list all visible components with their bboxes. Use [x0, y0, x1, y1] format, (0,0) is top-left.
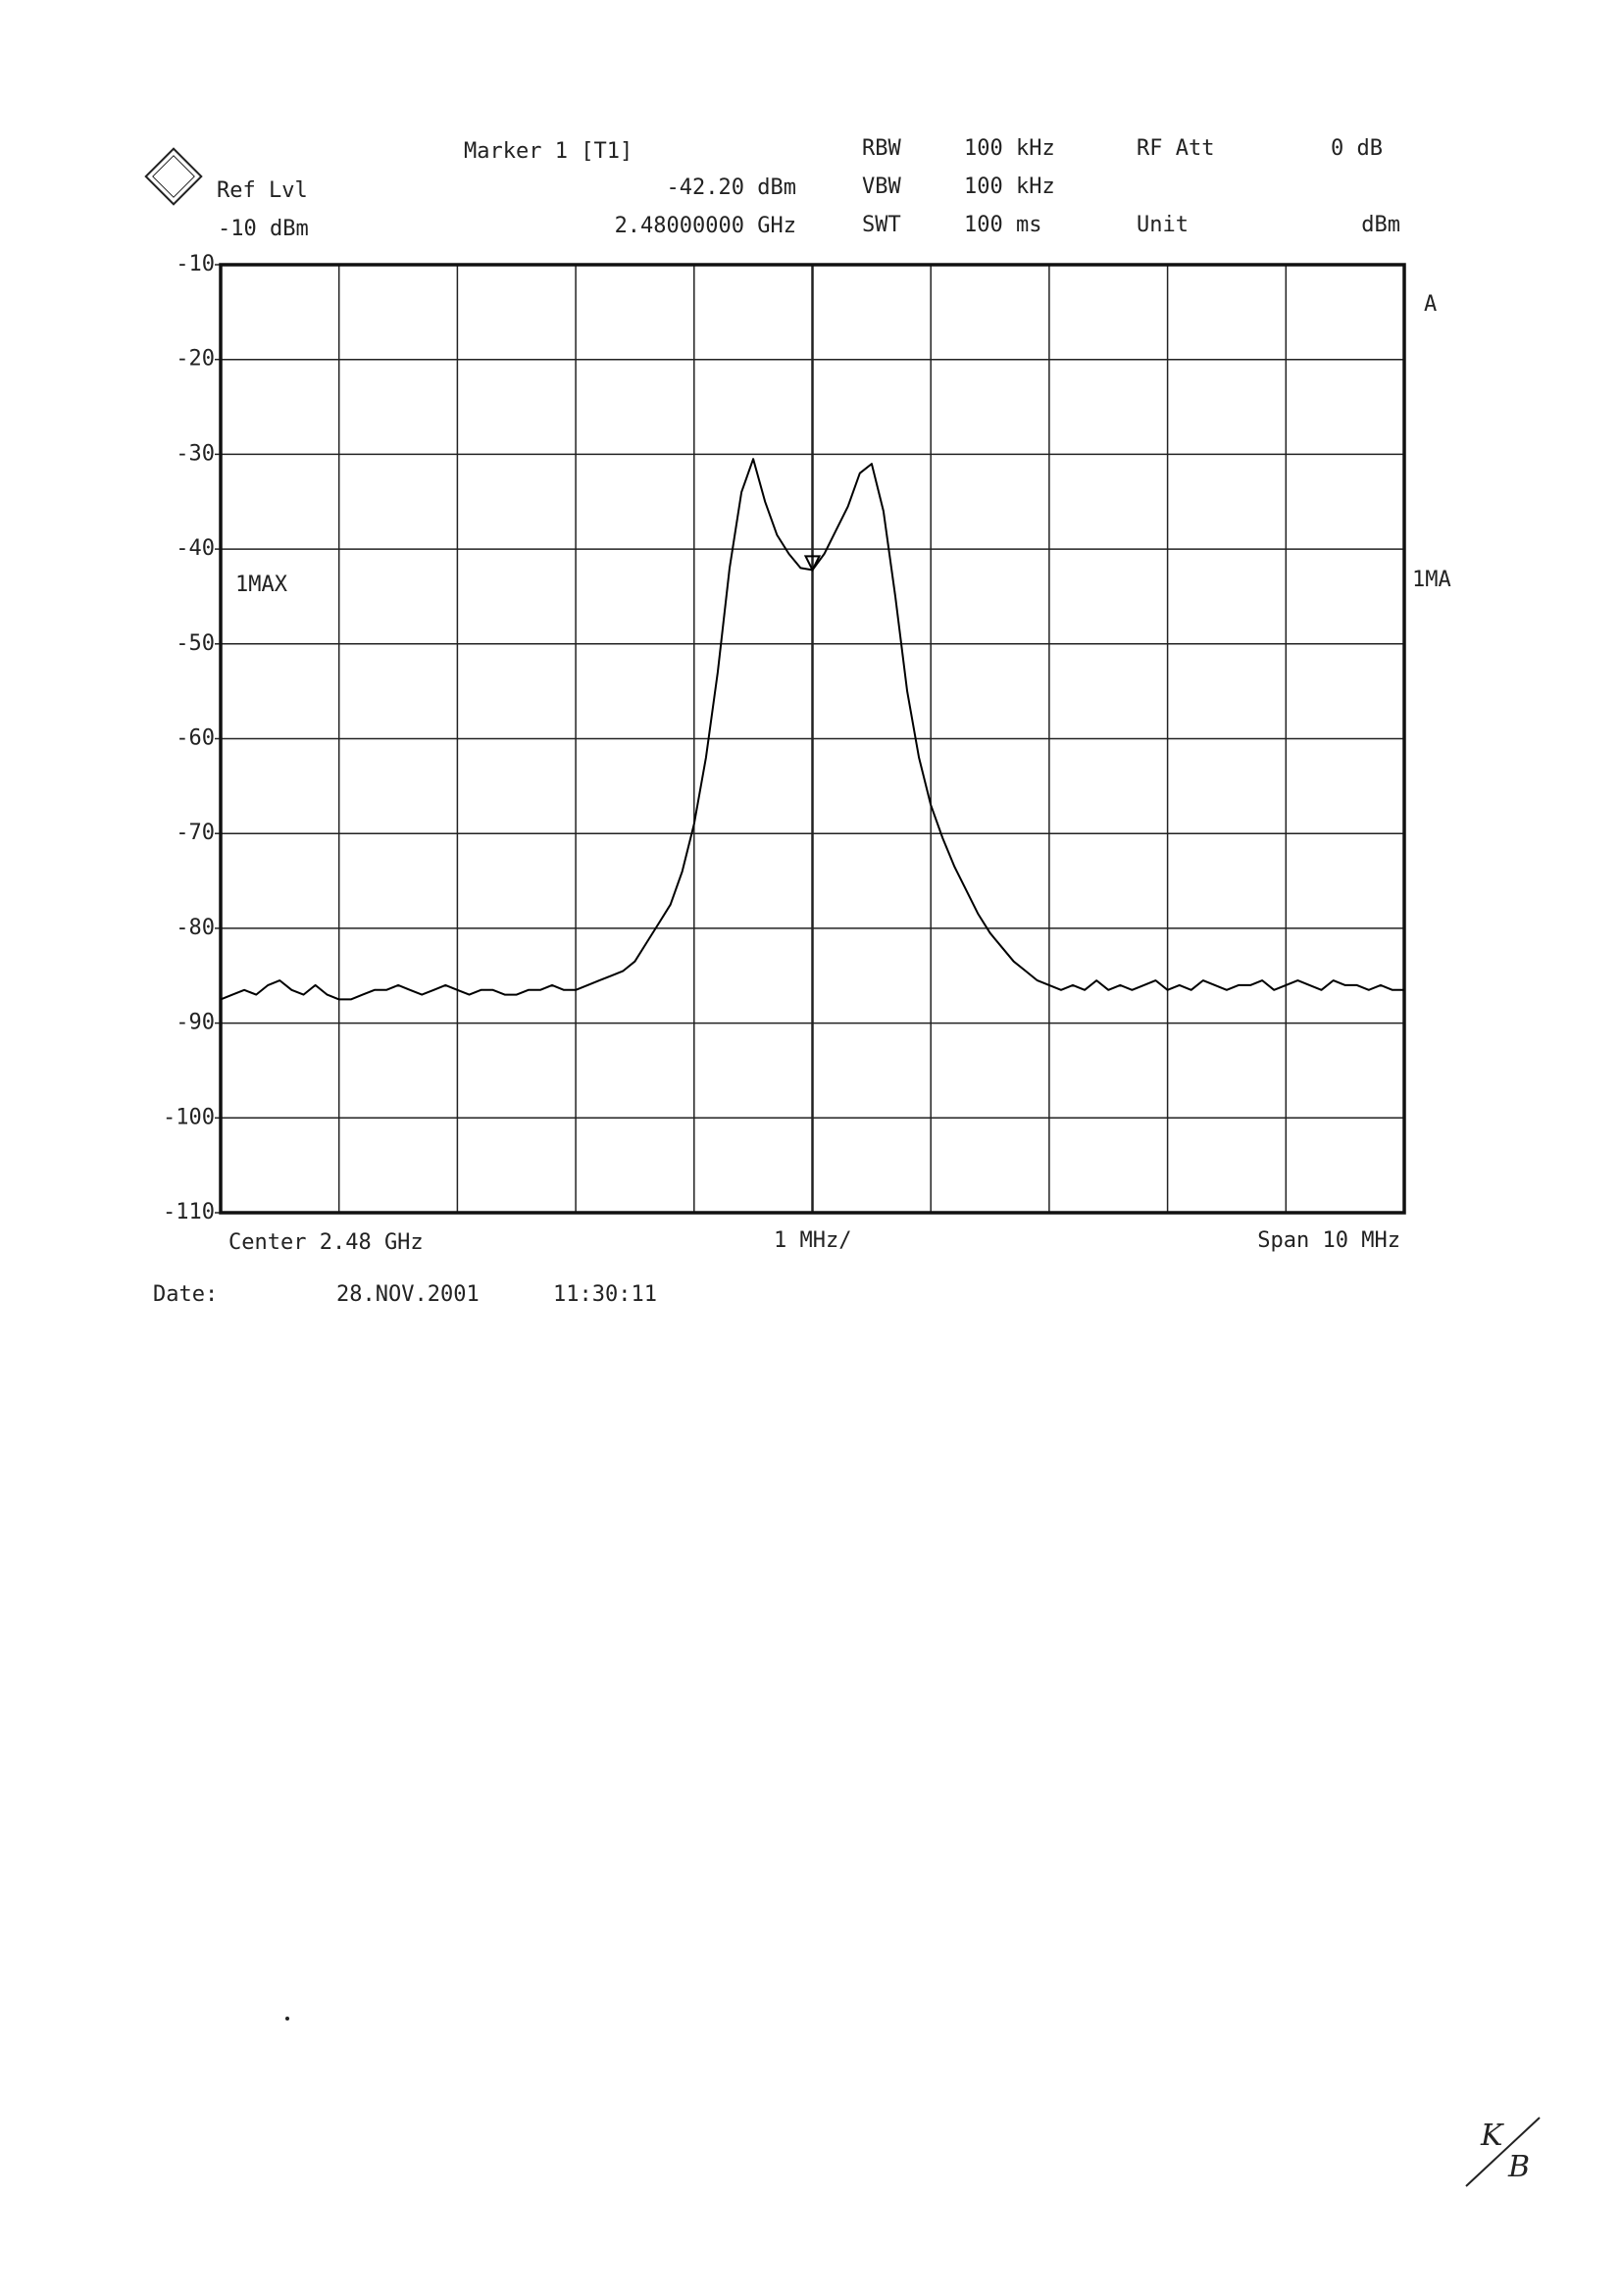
trace-mode: A: [1424, 292, 1437, 317]
setting-value: 100 ms: [964, 213, 1041, 237]
setting-value: 100 kHz: [964, 175, 1055, 199]
y-tick-label: -50: [176, 631, 215, 656]
span-label: Span 10 MHz: [1257, 1228, 1400, 1253]
unit-value: dBm: [1361, 213, 1400, 237]
y-tick-label: -100: [163, 1105, 215, 1129]
plot-frame: [219, 263, 1406, 1215]
rf-att-value: 0 dB: [1331, 136, 1383, 161]
y-tick-label: -30: [176, 441, 215, 466]
center-label: Center 2.48 GHz: [228, 1230, 424, 1255]
initial: K: [1480, 2119, 1504, 2153]
logo: [144, 147, 203, 206]
date-label: Date:: [153, 1282, 218, 1307]
ref-level-label: Ref Lvl: [217, 178, 308, 203]
marker-label: Marker 1 [T1]: [464, 139, 633, 164]
trace-right-label: 1MA: [1412, 568, 1451, 592]
y-tick-label: -80: [176, 916, 215, 940]
speck: [285, 2017, 289, 2021]
trace-label: 1MAX: [235, 573, 288, 597]
setting-value: 100 kHz: [964, 136, 1055, 161]
initial: B: [1507, 2150, 1530, 2184]
marker-frequency: 2.48000000 GHz: [615, 214, 796, 238]
y-tick-label: -40: [176, 536, 215, 561]
y-tick-label: -10: [176, 252, 215, 276]
y-tick-label: -110: [163, 1200, 215, 1224]
y-tick-label: -70: [176, 821, 215, 845]
y-tick-label: -20: [176, 347, 215, 372]
unit-name: Unit: [1137, 213, 1189, 237]
marker: [803, 555, 822, 573]
y-tick-label: -60: [176, 726, 215, 751]
rf-att-name: RF Att: [1137, 136, 1214, 161]
setting-name: RBW: [862, 136, 901, 161]
div-label: 1 MHz/: [774, 1228, 851, 1253]
initial-slash: [1465, 2117, 1541, 2187]
setting-name: SWT: [862, 213, 901, 237]
time: 11:30:11: [553, 1282, 657, 1307]
setting-name: VBW: [862, 175, 901, 199]
date: 28.NOV.2001: [336, 1282, 480, 1307]
marker-level: -42.20 dBm: [667, 175, 796, 200]
ref-level: -10 dBm: [218, 217, 309, 241]
y-tick-label: -90: [176, 1011, 215, 1035]
